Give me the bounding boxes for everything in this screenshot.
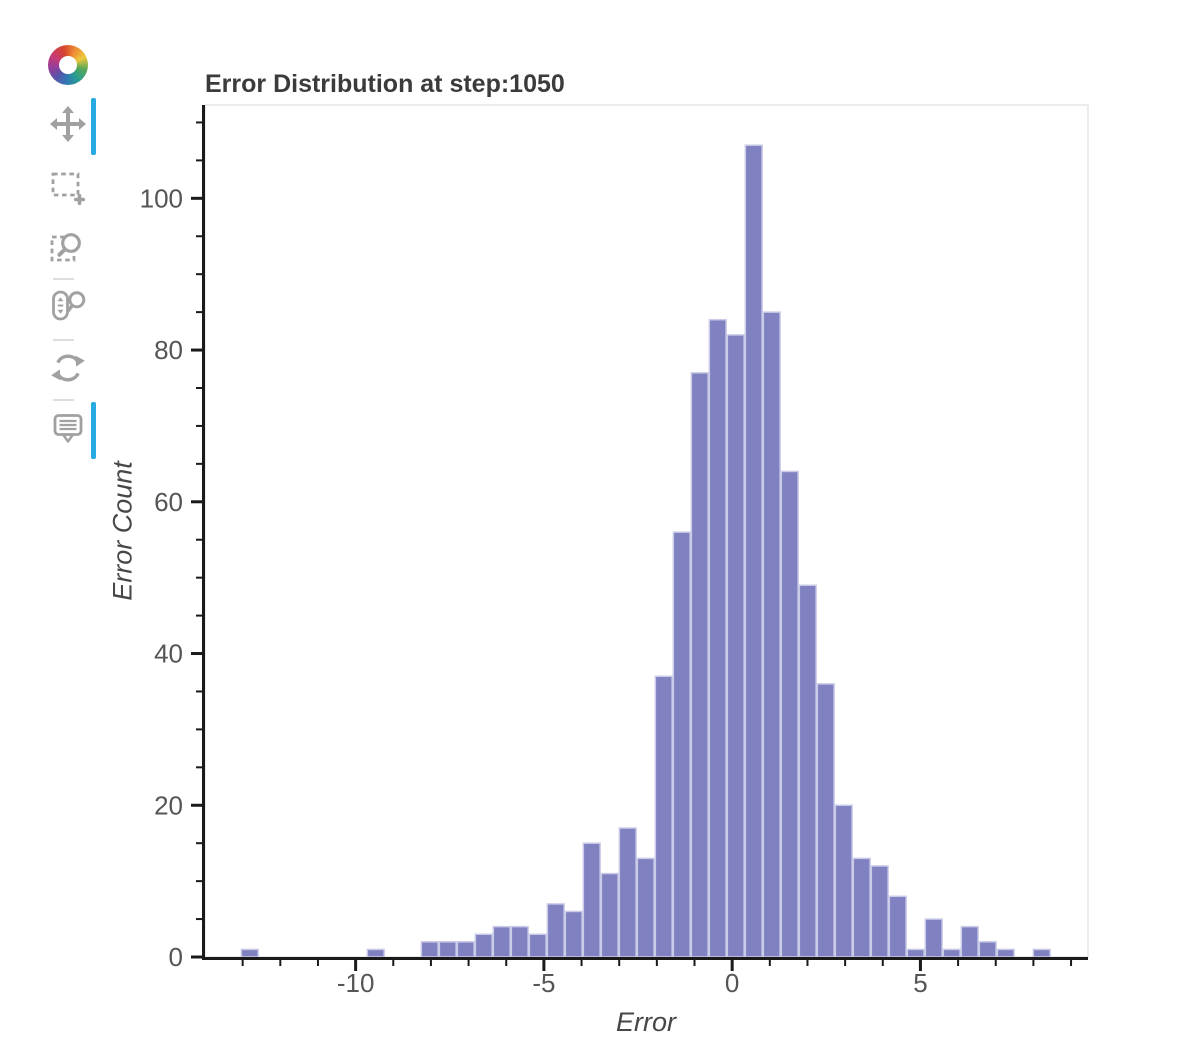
y-axis-label: Error Count <box>107 461 138 601</box>
box-select-icon <box>51 172 86 206</box>
y-tick-label: 100 <box>140 183 183 213</box>
y-tick-label: 40 <box>154 639 183 669</box>
histogram-bar[interactable] <box>924 918 943 958</box>
histogram-bar[interactable] <box>654 675 673 958</box>
histogram-bar[interactable] <box>240 948 259 958</box>
histogram-bar[interactable] <box>816 683 835 958</box>
histogram-bar[interactable] <box>366 948 385 958</box>
histogram-bar[interactable] <box>726 334 745 958</box>
hover-tool-button[interactable] <box>48 402 96 459</box>
histogram-bar[interactable] <box>762 311 781 958</box>
histogram-bar[interactable] <box>906 948 925 958</box>
toolbar-divider <box>53 339 74 341</box>
y-tick-label: 60 <box>154 487 183 517</box>
histogram-bar[interactable] <box>780 470 799 958</box>
histogram-bar[interactable] <box>708 318 727 958</box>
histogram-bar[interactable] <box>672 531 691 958</box>
histogram-bar[interactable] <box>888 895 907 958</box>
histogram-bar[interactable] <box>834 804 853 958</box>
reset-tool-button[interactable] <box>48 348 88 388</box>
histogram-bar[interactable] <box>870 865 889 958</box>
y-tick-label: 0 <box>169 942 183 972</box>
x-tick-label: 5 <box>913 968 927 998</box>
x-tick-label: -5 <box>532 968 555 998</box>
histogram-bar[interactable] <box>420 941 439 958</box>
x-tick-label: -10 <box>337 968 375 998</box>
box-select-tool-button[interactable] <box>48 166 88 206</box>
histogram-bar[interactable] <box>528 933 547 958</box>
histogram-bar[interactable] <box>438 941 457 958</box>
bokeh-toolbar <box>0 0 100 520</box>
pan-active-indicator <box>91 98 96 155</box>
hover-active-indicator <box>91 402 96 459</box>
histogram-bar[interactable] <box>978 941 997 958</box>
histogram-bar[interactable] <box>600 872 619 958</box>
y-tick-label: 20 <box>154 790 183 820</box>
histogram-bar[interactable] <box>960 925 979 958</box>
histogram-bar[interactable] <box>564 910 583 958</box>
histogram-bar[interactable] <box>798 584 817 958</box>
pan-tool-button[interactable] <box>48 98 96 155</box>
box-zoom-icon <box>50 233 81 262</box>
histogram-bar[interactable] <box>942 948 961 958</box>
reset-icon <box>51 354 85 382</box>
histogram-bar[interactable] <box>1032 948 1051 958</box>
bokeh-logo[interactable] <box>48 45 88 85</box>
histogram-bar[interactable] <box>474 933 493 958</box>
histogram-bar[interactable] <box>852 857 871 958</box>
box-zoom-tool-button[interactable] <box>48 226 88 266</box>
wheel-zoom-tool-button[interactable] <box>48 286 88 326</box>
wheel-zoom-icon <box>52 290 86 321</box>
histogram-bar[interactable] <box>618 827 637 958</box>
histogram-bar[interactable] <box>582 842 601 958</box>
plot-title: Error Distribution at step:1050 <box>205 70 565 98</box>
histogram-bar[interactable] <box>456 941 475 958</box>
histogram-bar[interactable] <box>546 903 565 958</box>
y-tick-label: 80 <box>154 335 183 365</box>
plot-frame-outline <box>204 104 1089 958</box>
x-tick-label: 0 <box>725 968 739 998</box>
histogram-bar[interactable] <box>636 857 655 958</box>
toolbar-divider <box>53 399 74 401</box>
pan-icon <box>50 106 86 142</box>
histogram-bar[interactable] <box>510 925 529 958</box>
histogram-bar[interactable] <box>690 372 709 958</box>
histogram-bar[interactable] <box>744 144 763 958</box>
histogram-bar[interactable] <box>996 948 1015 958</box>
x-axis-label: Error <box>616 1007 676 1037</box>
histogram-bar[interactable] <box>492 925 511 958</box>
hover-icon <box>53 414 83 443</box>
toolbar-divider <box>53 278 74 280</box>
